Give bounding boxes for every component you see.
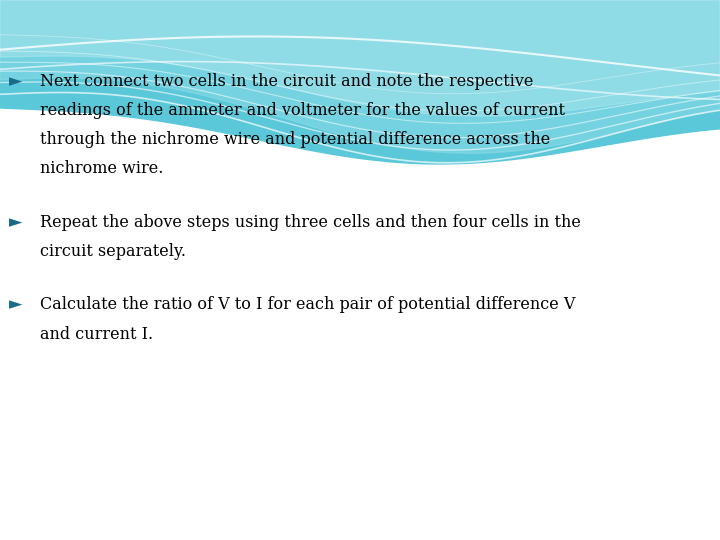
Text: ►: ► — [9, 296, 22, 313]
Text: Calculate the ratio of V to I for each pair of potential difference V: Calculate the ratio of V to I for each p… — [40, 296, 575, 313]
Text: ►: ► — [9, 73, 22, 90]
Text: nichrome wire.: nichrome wire. — [40, 160, 163, 177]
Text: and current I.: and current I. — [40, 326, 153, 342]
Text: ►: ► — [9, 214, 22, 231]
Text: readings of the ammeter and voltmeter for the values of current: readings of the ammeter and voltmeter fo… — [40, 102, 564, 119]
Text: circuit separately.: circuit separately. — [40, 243, 186, 260]
Text: Repeat the above steps using three cells and then four cells in the: Repeat the above steps using three cells… — [40, 214, 580, 231]
Text: Next connect two cells in the circuit and note the respective: Next connect two cells in the circuit an… — [40, 73, 533, 90]
Text: through the nichrome wire and potential difference across the: through the nichrome wire and potential … — [40, 131, 550, 148]
